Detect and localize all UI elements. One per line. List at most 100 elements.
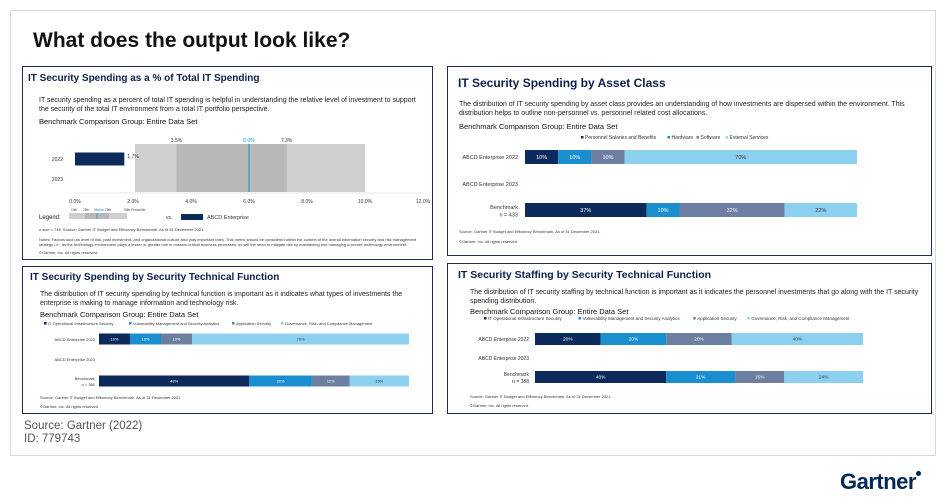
bar-segment [784,371,863,383]
x-tick-label: 8.0% [301,199,313,205]
category-label: Benchmark [490,205,518,211]
x-tick-label: 2.0% [127,199,139,205]
category-label: ABCD Enterprise 2022 [462,155,518,161]
category-n-label: n = 380 [82,382,96,387]
segment-label: 10% [172,336,180,341]
x-tick-label: 10.0% [358,199,373,205]
panel-staffing-desc: The distribution of IT security staffing… [470,289,919,305]
category-label: Benchmark [75,376,95,381]
panel-pct-footnote2: Notes: Factors such as level of risk, pa… [39,237,416,247]
legend-enterprise-label: ABCD Enterprise [207,215,249,221]
bar-segment [99,375,250,387]
chart-function: IT Operational Infrastructure Security Vu… [44,321,409,387]
legend-label: IT Operational Infrastructure Security [48,321,114,326]
bar-segment [731,333,863,345]
legend-swatch [129,322,132,325]
category-label: ABCD Enterprise 2023 [55,357,96,362]
chart-staffing: IT Operational Infrastructure Security Vu… [478,316,863,385]
category-label: ABCD Enterprise 2022 [478,337,529,343]
panel-staffing-title: IT Security Staffing by Security Technic… [458,269,712,281]
panel-asset-desc: The distribution of IT security spending… [459,101,905,117]
segment-label: 10% [569,155,580,161]
x-tick-label: 6.0% [243,199,255,205]
segment-label: 10% [602,155,613,161]
legend-swatch [44,322,47,325]
legend-swatch [581,136,584,139]
legend-label: Personnel Salaries and Benefits [585,135,657,141]
legend-label: IT Operational Infrastructure Security [488,316,562,321]
category-label: ABCD Enterprise 2023 [478,356,529,362]
panel-asset: IT Security Spending by Asset Class The … [447,66,932,256]
panel-asset-source: Source: Gartner IT Budget and Efficiency… [459,229,601,234]
bar-segment [349,375,409,387]
bar-segment [525,150,559,164]
bar-segment [666,333,732,345]
bar-segment [666,371,736,383]
segment-label: 40% [596,375,606,381]
segment-label: 24% [819,375,829,381]
category-n-label: n = 433 [499,213,518,219]
bar-segment [735,371,785,383]
panel-function-source: Source: Gartner IT Budget and Efficiency… [40,395,182,400]
bar-segment [535,371,667,383]
panel-staffing-copyright: ©Gartner, Inc. All rights reserved. [470,403,529,408]
legend-swatch [747,317,750,320]
chart-asset: Personnel Salaries and Benefits Hardware S… [462,135,857,219]
x-tick-label: 4.0% [185,199,197,205]
chart-pct: 3.5% 6.0% 7.3% 0.0% 2.0% 4.0% 6.0% 8.0% 10.0% 12.… [39,138,431,221]
segment-label: 10% [141,336,149,341]
legend-swatch [725,136,728,139]
legend-swatch [667,136,670,139]
legend-label: Software [701,135,721,141]
bar-segment [535,333,601,345]
legend-label: Governance, Risk, and Compliance Managem… [285,321,373,326]
bar-segment [525,203,647,217]
category-n-label: n = 388 [512,379,529,385]
panel-pct-footnote1: n size = 748. Source: Gartner IT Budget … [39,227,205,232]
legend-swatch [232,322,235,325]
panel-asset-title: IT Security Spending by Asset Class [458,76,666,90]
panel-function-desc: The distribution of IT security spending… [40,291,403,307]
panel-staffing: IT Security Staffing by Security Technic… [447,263,932,414]
legend-swatch [696,136,699,139]
category-label: ABCD Enterprise 2023 [462,182,518,188]
legend-label: Hardware [672,135,694,141]
legend-percentile-label: Median [94,208,105,212]
legend-label: Vulnerability Management and Security An… [133,321,219,326]
bar-segment [99,333,130,345]
panel-pct-copyright: ©Gartner, Inc. All rights reserved. [39,250,98,255]
segment-label: 10% [658,208,669,214]
benchmark-label: 3.5% [171,138,183,144]
bar-segment [130,333,161,345]
segment-label: 48% [170,378,178,383]
x-tick-label: 0.0% [69,199,81,205]
legend-label: External Services [730,135,769,141]
bar-segment [249,375,312,387]
bar-segment [600,333,667,345]
legend-percentile-label: 90th Percentile [124,208,145,212]
bar-segment [646,203,680,217]
segment-label: 20% [563,337,573,343]
category-label: 2023 [52,177,63,183]
gartner-logo: Gartner [840,469,916,494]
legend-label: Application Security [236,321,271,326]
segment-label: 20% [629,337,639,343]
segment-label: 12% [327,378,335,383]
slide-title: What does the output look like? [33,29,351,52]
panel-function-group: Benchmark Comparison Group: Entire Data … [40,310,199,319]
segment-label: 10% [110,336,118,341]
legend-vs: vs. [166,215,172,221]
panel-function-copyright: ©Gartner, Inc. All rights reserved. [40,404,99,409]
panel-pct-title: IT Security Spending as a % of Total IT … [28,73,260,84]
panel-asset-copyright: ©Gartner, Inc. All rights reserved. [459,239,518,244]
panel-function: IT Security Spending by Security Technic… [22,266,433,414]
legend-percentile-label: 25th [83,208,89,212]
source-text: Source: Gartner (2022) [24,420,143,432]
bar-segment [558,150,592,164]
segment-label: 32% [727,208,738,214]
segment-label: 20% [277,378,285,383]
category-label: ABCD Enterprise 2022 [55,337,96,342]
segment-label: 40% [793,337,803,343]
segment-label: 70% [296,336,304,341]
benchmark-label: 7.3% [281,138,293,144]
